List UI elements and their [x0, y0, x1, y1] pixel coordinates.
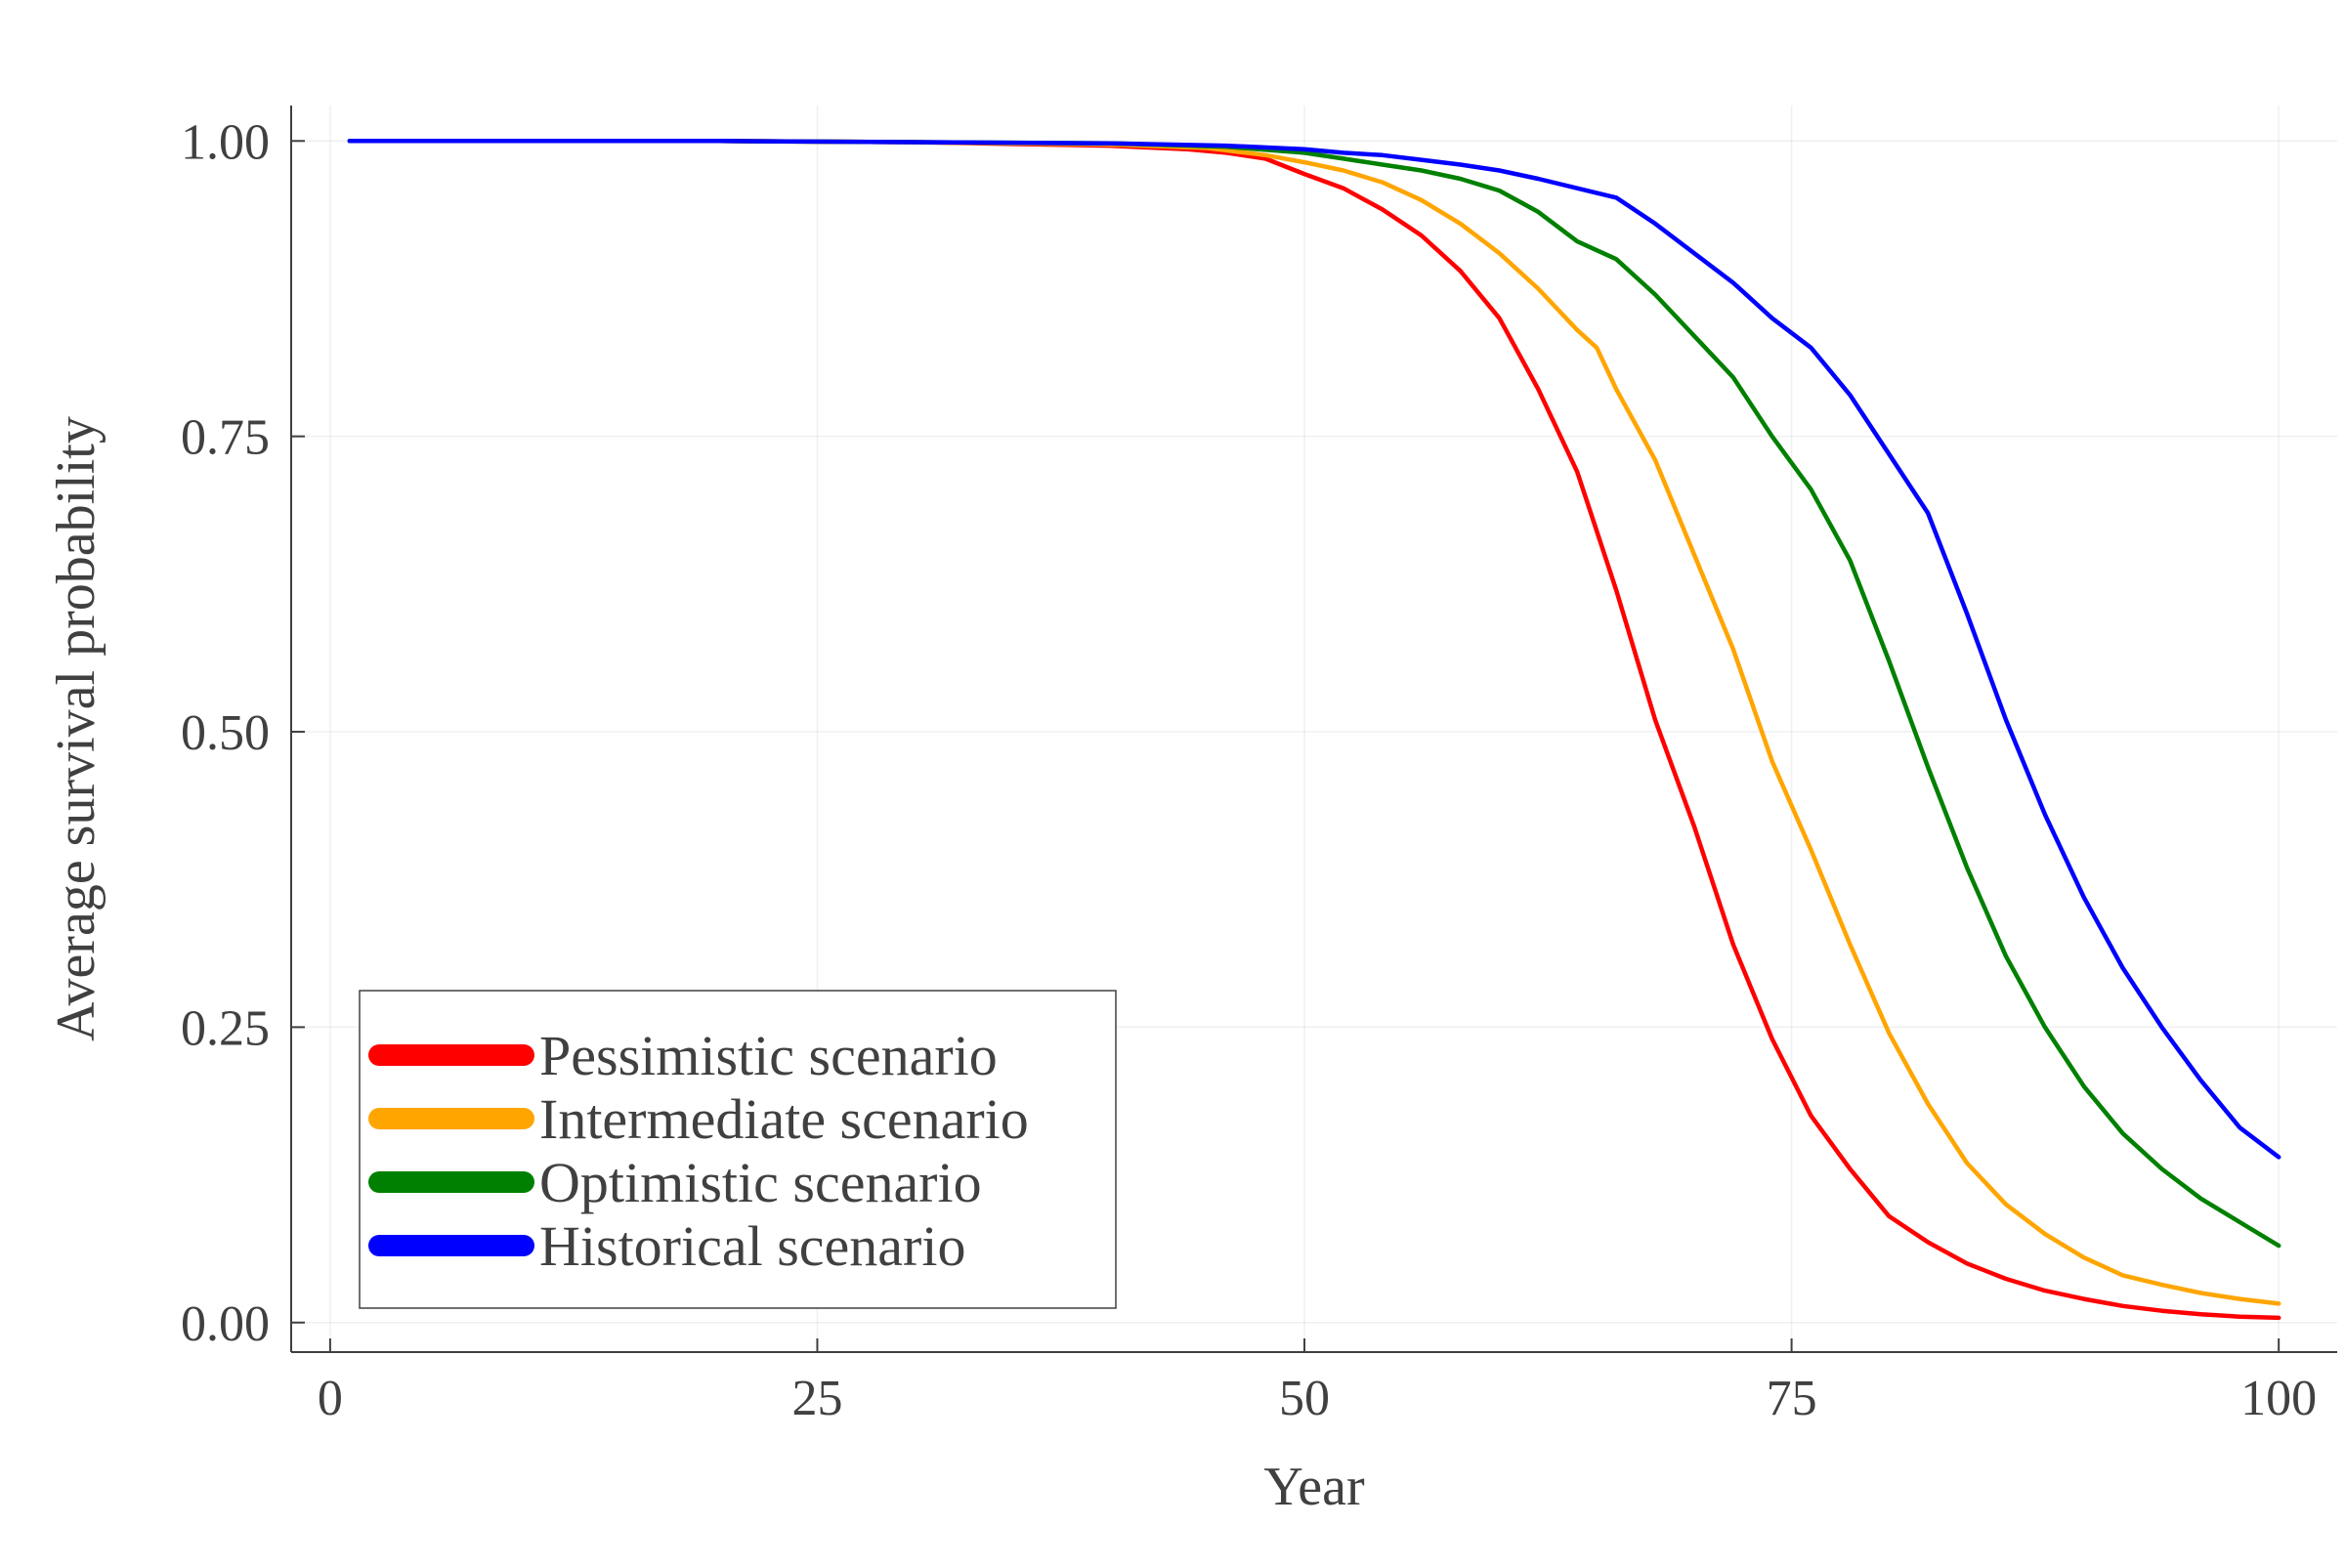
- legend-label-2: Intermediate scenario: [539, 1087, 1029, 1151]
- ticks: 0 25 50 75 100 0.00 0.25 0.50 0.75 1.00: [181, 114, 2317, 1426]
- y-tick-label: 0.25: [181, 1000, 270, 1056]
- x-tick-label: 75: [1767, 1371, 1817, 1426]
- x-tick-label: 100: [2240, 1371, 2317, 1426]
- y-tick-label: 0.00: [181, 1296, 270, 1352]
- series-line-2: [347, 139, 2281, 1306]
- series-line-3: [347, 139, 2281, 1249]
- legend-label-3: Optimistic scenario: [539, 1151, 982, 1214]
- series-lines: [347, 139, 2281, 1321]
- x-tick-label: 0: [318, 1371, 343, 1426]
- y-tick-label: 1.00: [181, 114, 270, 170]
- axes: [290, 106, 2337, 1353]
- y-tick-label: 0.75: [181, 410, 270, 466]
- y-tick-label: 0.50: [181, 705, 270, 761]
- y-axis-title: Average survival probability: [46, 416, 107, 1041]
- series-line-1: [347, 139, 2281, 1321]
- x-tick-label: 50: [1279, 1371, 1330, 1426]
- x-tick-label: 25: [791, 1371, 842, 1426]
- legend-label-1: Pessimistic scenario: [539, 1024, 998, 1087]
- x-axis-title: Year: [1263, 1457, 1365, 1517]
- legend-label-4: Historical scenario: [539, 1214, 965, 1278]
- series-line-4: [347, 139, 2281, 1160]
